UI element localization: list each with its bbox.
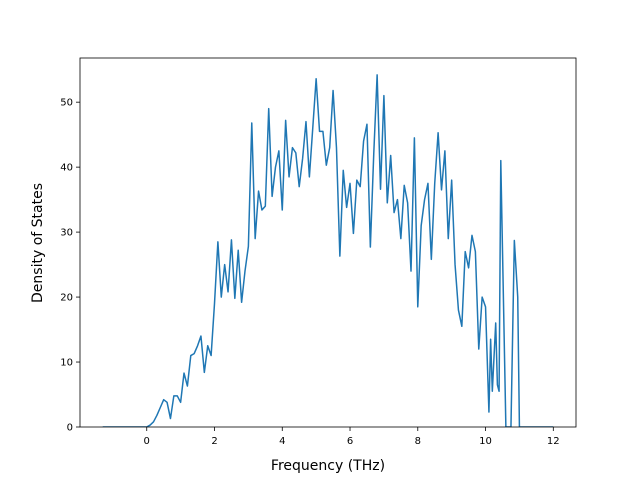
y-tick-label: 20 [60, 293, 73, 304]
axes-frame [79, 57, 577, 428]
y-tick-label: 50 [60, 98, 73, 109]
x-tick-label: 10 [479, 436, 492, 447]
y-tick-label: 30 [60, 228, 73, 239]
x-tick-label: 6 [347, 436, 353, 447]
x-tick-label: 8 [415, 436, 421, 447]
y-tick-label: 10 [60, 358, 73, 369]
x-tick-label: 2 [211, 436, 217, 447]
x-tick-label: 4 [279, 436, 285, 447]
y-tick-label: 0 [67, 423, 73, 434]
data-line [102, 74, 554, 427]
x-tick-label: 12 [547, 436, 560, 447]
x-axis-label: Frequency (THz) [271, 458, 385, 474]
y-axis-label: Density of States [30, 183, 46, 303]
y-tick-label: 40 [60, 163, 73, 174]
x-tick-label: 0 [144, 436, 150, 447]
